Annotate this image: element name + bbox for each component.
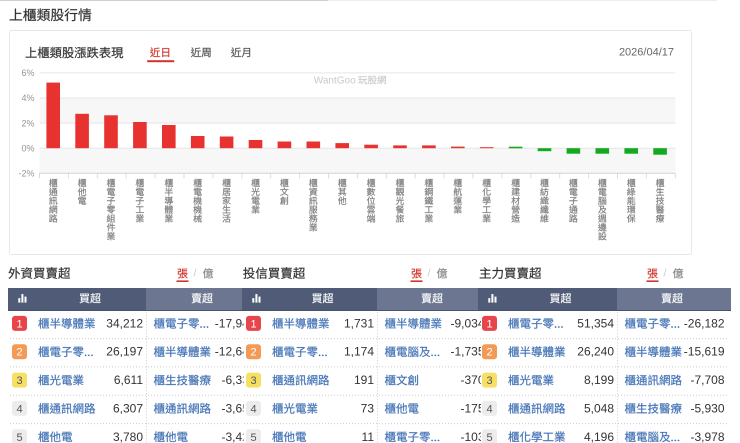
svg-text:8,199: 8,199 — [584, 373, 614, 387]
svg-text:/: / — [194, 268, 198, 280]
svg-text:WantGoo: WantGoo — [314, 76, 356, 87]
svg-text:-7,708: -7,708 — [690, 373, 724, 387]
svg-text:1,731: 1,731 — [344, 316, 374, 330]
svg-text:5: 5 — [250, 432, 256, 443]
svg-text:26,197: 26,197 — [106, 345, 143, 359]
svg-text:-12,648: -12,648 — [215, 345, 256, 359]
svg-text:11: 11 — [362, 430, 375, 443]
svg-text:2: 2 — [16, 347, 22, 359]
svg-text:5: 5 — [486, 432, 492, 443]
svg-text:-3,655: -3,655 — [221, 401, 255, 415]
svg-text:1: 1 — [250, 318, 256, 330]
svg-text:2026/04/17: 2026/04/17 — [619, 47, 674, 59]
svg-text:-5,930: -5,930 — [690, 401, 724, 415]
svg-text:-3,426: -3,426 — [221, 430, 255, 443]
svg-text:4,196: 4,196 — [584, 430, 614, 443]
svg-text:-370: -370 — [460, 373, 484, 387]
svg-text:-3,978: -3,978 — [690, 430, 724, 443]
svg-text:-175: -175 — [460, 401, 484, 415]
svg-text:-15,619: -15,619 — [684, 345, 725, 359]
svg-text:-6,339: -6,339 — [221, 373, 255, 387]
svg-text:1: 1 — [486, 318, 492, 330]
svg-text:51,354: 51,354 — [577, 316, 614, 330]
svg-text:2%: 2% — [21, 118, 34, 128]
svg-text:-26,182: -26,182 — [684, 316, 725, 330]
svg-text:6,307: 6,307 — [113, 401, 143, 415]
svg-text:191: 191 — [354, 373, 374, 387]
svg-text:3: 3 — [16, 375, 22, 387]
svg-text:-9,034: -9,034 — [450, 316, 484, 330]
svg-text:6%: 6% — [21, 68, 34, 78]
svg-text:26,240: 26,240 — [577, 345, 614, 359]
svg-text:1,174: 1,174 — [344, 345, 374, 359]
svg-text:-17,942: -17,942 — [215, 316, 256, 330]
svg-text:/: / — [428, 268, 432, 280]
svg-text:34,212: 34,212 — [106, 316, 143, 330]
svg-text:-2%: -2% — [18, 169, 34, 179]
svg-text:73: 73 — [361, 401, 375, 415]
svg-text:1: 1 — [16, 318, 22, 330]
svg-text:3: 3 — [486, 375, 492, 387]
svg-text:4%: 4% — [21, 93, 34, 103]
svg-text:-103: -103 — [460, 430, 484, 443]
svg-text:4: 4 — [250, 403, 256, 415]
svg-text:5,048: 5,048 — [584, 401, 614, 415]
svg-text:6,611: 6,611 — [114, 373, 143, 387]
svg-text:/: / — [664, 268, 668, 280]
svg-text:2: 2 — [250, 347, 256, 359]
svg-text:3,780: 3,780 — [113, 430, 143, 443]
svg-text:4: 4 — [486, 403, 492, 415]
svg-text:0%: 0% — [21, 143, 34, 153]
svg-text:2: 2 — [486, 347, 492, 359]
svg-text:3: 3 — [250, 375, 256, 387]
svg-text:5: 5 — [16, 432, 22, 443]
svg-text:-1,735: -1,735 — [450, 345, 484, 359]
svg-text:4: 4 — [16, 403, 22, 415]
